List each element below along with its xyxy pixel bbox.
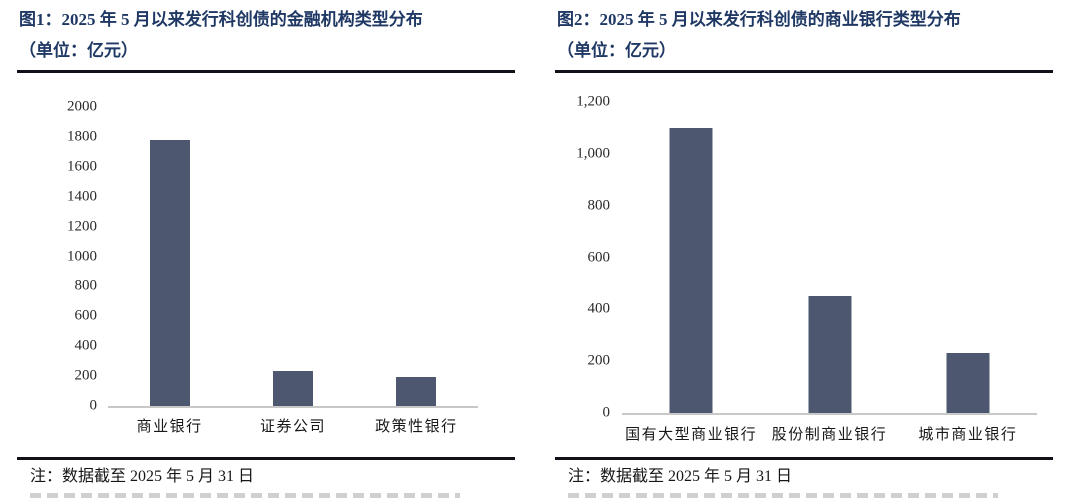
bar-3 [946,353,990,413]
clipped-bottom-text [568,493,998,498]
figure-2-note: 注：数据截至 2025 年 5 月 31 日 [568,468,793,485]
title-divider [555,70,1053,73]
figure-1-unit-label: （单位：亿元） [19,41,138,60]
plot-area [108,107,478,408]
y-tick-label: 800 [74,277,98,294]
y-tick-label: 600 [587,249,611,265]
bar-2 [273,370,313,406]
x-axis-labels: 国有大型商业银行 股份制商业银行 城市商业银行 [622,423,1037,451]
y-axis: 0 200 400 600 800 1000 1200 1400 1600 1800 2000 [30,99,98,413]
figure-1: 图1：2025 年 5 月以来发行科创债的金融机构类型分布 （单位：亿元） 0 2… [17,10,515,498]
x-axis-label: 证券公司 [259,419,327,435]
y-tick-label: 1400 [67,188,97,205]
y-tick-label: 1000 [67,248,97,264]
figure-1-title: 图1：2025 年 5 月以来发行科创债的金融机构类型分布 [19,10,423,29]
y-tick-label: 600 [74,307,98,324]
x-axis-label: 商业银行 [136,419,203,435]
x-axis-label: 国有大型商业银行 [625,427,758,443]
bar-1 [669,127,713,413]
y-tick-label: 1800 [67,128,97,145]
x-axis-label: 政策性银行 [375,419,458,435]
y-tick-label: 400 [587,300,611,317]
y-tick-label: 1,000 [576,145,610,162]
y-tick-label: 400 [74,337,98,354]
y-tick-label: 1200 [67,218,97,235]
y-tick-label: 0 [602,404,611,421]
y-tick-label: 0 [89,397,98,414]
y-tick-label: 1,200 [576,93,610,110]
plot-area [622,102,1037,415]
x-axis-label: 股份制商业银行 [771,427,888,443]
footer-divider [17,457,515,460]
figure-2: 图2：2025 年 5 月以来发行科创债的商业银行类型分布 （单位：亿元） 0 2… [538,0,1076,498]
bar-3 [396,376,437,406]
y-tick-label: 200 [587,352,611,369]
clipped-bottom-text [30,493,460,498]
y-axis: 0 200 400 600 800 1,000 1,200 [556,94,611,420]
x-axis-label: 城市商业银行 [918,427,1018,443]
figure-2-title: 图2：2025 年 5 月以来发行科创债的商业银行类型分布 [557,10,961,29]
y-tick-label: 2000 [67,98,97,115]
figure-2-unit-label: （单位：亿元） [557,41,676,60]
bar-2 [808,296,851,413]
footer-divider [555,457,1053,460]
bar-1 [149,139,190,406]
y-tick-label: 800 [587,197,611,214]
y-tick-label: 200 [74,367,98,384]
y-tick-label: 1600 [67,158,97,175]
figure-1-note: 注：数据截至 2025 年 5 月 31 日 [30,468,255,485]
title-divider [17,70,515,73]
x-axis-labels: 商业银行 证券公司 政策性银行 [108,415,478,443]
